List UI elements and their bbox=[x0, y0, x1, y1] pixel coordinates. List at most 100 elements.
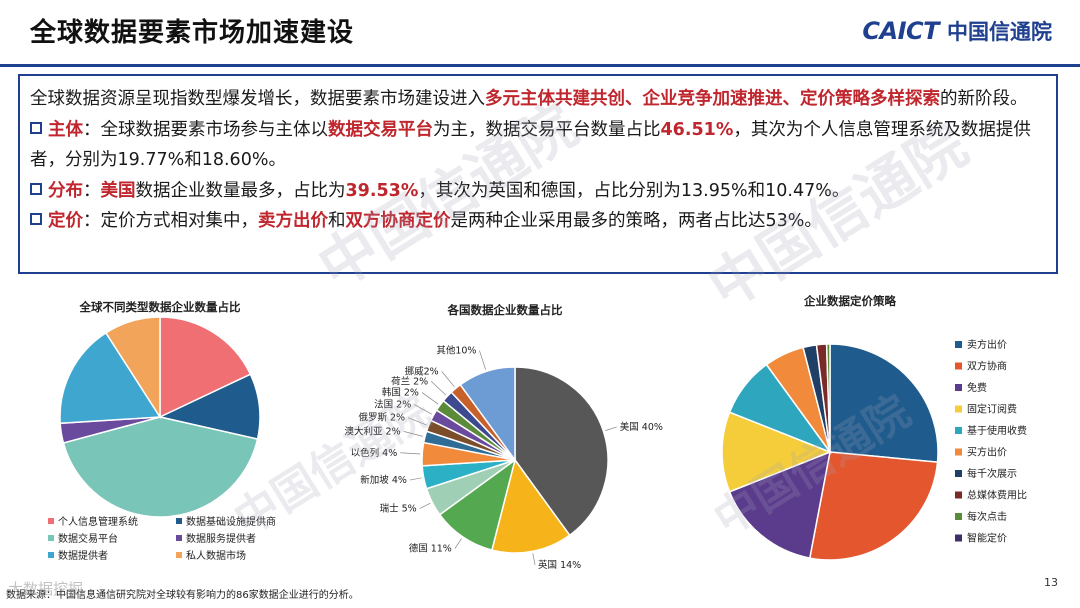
bullet-text: 是两种企业采用最多的策略，两者占比达53%。 bbox=[450, 211, 822, 231]
leader-line bbox=[532, 553, 536, 566]
brand-overlay: 大数据挖掘 bbox=[8, 580, 84, 598]
slice-label: 澳大利亚 2% bbox=[345, 425, 401, 437]
chart-title: 企业数据定价策略 bbox=[803, 294, 896, 308]
pie-slice bbox=[104, 316, 161, 420]
chart-title: 全球不同类型数据企业数量占比 bbox=[79, 300, 241, 314]
leader-line bbox=[403, 431, 424, 437]
slice-label: 以色列 4% bbox=[351, 447, 398, 459]
bullet-text: ：全球数据要素市场参与主体以 bbox=[83, 119, 328, 140]
legend-label: 基于使用收费 bbox=[967, 424, 1027, 437]
slice-label: 瑞士 5% bbox=[380, 503, 417, 515]
caict-logo: CAICT 中国信通院 bbox=[862, 16, 1052, 46]
legend-swatch bbox=[955, 427, 962, 434]
legend-swatch bbox=[48, 552, 54, 558]
summary-box: 全球数据资源呈现指数型爆发增长，数据要素市场建设进入多元主体共建共创、企业竞争加… bbox=[18, 74, 1058, 274]
pie-slice bbox=[829, 343, 939, 463]
slice-label: 挪威2% bbox=[405, 365, 439, 377]
page-number: 13 bbox=[1044, 576, 1058, 589]
slice-label: 新加坡 4% bbox=[360, 474, 407, 486]
logo-cn: 中国信通院 bbox=[947, 20, 1052, 44]
intro-text-end: 的新阶段。 bbox=[940, 89, 1028, 109]
bullet-highlight: 双方协商定价 bbox=[345, 211, 451, 231]
legend-label: 智能定价 bbox=[967, 532, 1007, 545]
pie-slice bbox=[514, 366, 609, 537]
source-footnote: 数据来源：中国信息通信研究院对全球较有影响力的86家数据企业进行的分析。 bbox=[6, 590, 359, 601]
pie-slice bbox=[490, 458, 571, 554]
bullet-text: ，其次为个人信息管理系统及数据提供者，分别为19.77%和18.60%。 bbox=[30, 119, 1031, 171]
chart-title: 各国数据企业数量占比 bbox=[447, 303, 563, 317]
legend-swatch bbox=[955, 513, 962, 520]
bullet-pricing: 定价：定价方式相对集中，卖方出价和双方协商定价是两种企业采用最多的策略，两者占比… bbox=[30, 206, 1046, 237]
pie-slice bbox=[721, 411, 833, 493]
leader-line bbox=[479, 350, 486, 370]
legend-label: 每次点击 bbox=[967, 510, 1007, 523]
legend-swatch bbox=[955, 405, 962, 413]
slice-label: 俄罗斯 2% bbox=[358, 412, 405, 424]
bullet-subject: 主体：全球数据要素市场参与主体以数据交易平台为主，数据交易平台数量占比46.51… bbox=[30, 115, 1046, 176]
leader-line bbox=[414, 404, 432, 415]
legend-label: 总媒体费用比 bbox=[967, 489, 1027, 502]
legend-swatch bbox=[955, 362, 962, 370]
pie-slice bbox=[59, 331, 162, 425]
legend-swatch bbox=[955, 384, 962, 391]
leader-line bbox=[419, 502, 431, 509]
pie-slice bbox=[459, 366, 516, 463]
bullet-highlight: 卖方出价 bbox=[258, 211, 328, 231]
bullet-highlight: 数据交易平台 bbox=[328, 119, 433, 140]
legend-swatch bbox=[48, 518, 54, 524]
legend-label: 私人数据市场 bbox=[186, 549, 246, 562]
bullet-text: 为主，数据交易平台数量占比 bbox=[433, 119, 661, 140]
legend-label: 固定订阅费 bbox=[967, 403, 1017, 416]
checkbox-square-icon bbox=[30, 121, 42, 134]
legend-swatch bbox=[176, 518, 182, 524]
leader-line bbox=[407, 417, 427, 426]
legend-swatch bbox=[955, 534, 962, 542]
legend-swatch bbox=[955, 470, 962, 477]
legend-label: 数据提供者 bbox=[58, 549, 108, 562]
legend-swatch bbox=[48, 535, 54, 541]
legend-label: 个人信息管理系统 bbox=[58, 515, 138, 528]
legend-label: 数据服务提供者 bbox=[186, 532, 256, 545]
legend-label: 每千次展示 bbox=[967, 467, 1017, 480]
legend-swatch bbox=[176, 552, 182, 558]
leader-line bbox=[421, 392, 439, 405]
legend-label: 双方协商 bbox=[967, 360, 1007, 373]
legend-label: 数据交易平台 bbox=[58, 532, 118, 545]
leader-line bbox=[441, 371, 455, 388]
slice-label: 美国 40% bbox=[620, 421, 663, 433]
checkbox-square-icon bbox=[30, 182, 42, 195]
header-divider bbox=[0, 64, 1080, 67]
bullet-distribution: 分布：美国数据企业数量最多，占比为39.53%，其次为英国和德国，占比分别为13… bbox=[30, 176, 1046, 207]
legend-swatch bbox=[955, 448, 962, 456]
bullet-label: 主体 bbox=[48, 119, 83, 140]
bullet-highlight: 39.53% bbox=[345, 180, 419, 201]
pie-slice bbox=[159, 316, 252, 419]
bullet-text: ，其次为英国和德国，占比分别为13.95%和10.47%。 bbox=[418, 180, 850, 201]
leader-line bbox=[400, 452, 421, 455]
legend-label: 免费 bbox=[967, 381, 987, 394]
legend-swatch bbox=[955, 341, 962, 348]
bullet-text: 和 bbox=[328, 211, 346, 231]
pie-slice bbox=[825, 343, 831, 453]
legend-swatch bbox=[176, 535, 182, 541]
pie-slice bbox=[62, 416, 259, 518]
leader-line bbox=[409, 477, 422, 481]
legend-label: 买方出价 bbox=[967, 446, 1007, 459]
bullet-text: ： bbox=[83, 180, 101, 201]
leader-line bbox=[430, 381, 446, 396]
legend-label: 数据基础设施提供商 bbox=[186, 515, 276, 528]
checkbox-square-icon bbox=[30, 213, 42, 225]
slice-label: 英国 14% bbox=[538, 559, 581, 571]
logo-en: CAICT bbox=[862, 17, 939, 45]
bullet-highlight: 46.51% bbox=[660, 119, 734, 140]
leader-line bbox=[605, 426, 617, 431]
slice-label: 荷兰 2% bbox=[391, 375, 428, 387]
bullet-highlight: 美国 bbox=[100, 180, 136, 201]
leader-line bbox=[454, 538, 462, 549]
slice-label: 德国 11% bbox=[409, 542, 452, 554]
bullet-text: ：定价方式相对集中， bbox=[83, 211, 258, 231]
legend-swatch bbox=[955, 491, 962, 499]
intro-text: 全球数据资源呈现指数型爆发增长，数据要素市场建设进入 bbox=[30, 89, 485, 109]
pie-slice bbox=[728, 450, 831, 559]
